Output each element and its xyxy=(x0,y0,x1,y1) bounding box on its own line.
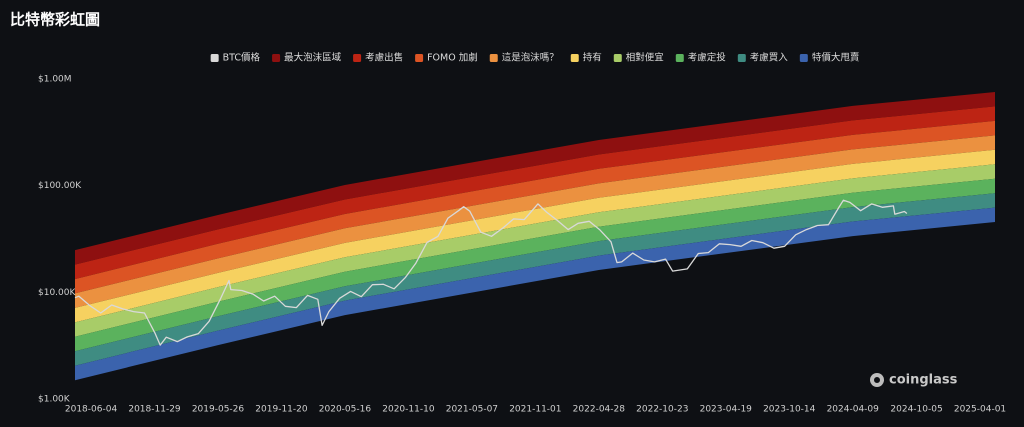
legend-label: 持有 xyxy=(583,52,602,64)
legend-item: 持有 xyxy=(570,52,602,64)
legend-swatch xyxy=(613,54,622,62)
x-tick-label: 2018-06-04 xyxy=(65,405,118,415)
x-tick-label: 2025-04-01 xyxy=(954,405,1006,415)
legend-swatch xyxy=(353,54,362,62)
legend-label: 考慮定投 xyxy=(688,52,727,64)
x-tick-label: 2022-10-23 xyxy=(636,405,688,415)
rainbow-band xyxy=(75,193,995,366)
legend-item: 相對便宜 xyxy=(613,52,664,64)
x-tick-label: 2019-11-20 xyxy=(255,405,308,415)
x-tick-label: 2023-10-14 xyxy=(763,405,816,415)
y-tick-label: $1.00M xyxy=(38,75,72,85)
rainbow-band xyxy=(75,178,995,352)
x-tick-label: 2021-11-01 xyxy=(509,405,561,415)
x-tick-label: 2022-04-28 xyxy=(573,405,626,415)
legend-swatch xyxy=(415,54,424,62)
x-tick-label: 2021-05-07 xyxy=(446,405,498,415)
y-tick-label: $100.00K xyxy=(38,181,82,191)
legend-label: FOMO 加劇 xyxy=(427,52,478,64)
legend-label: 特價大甩賣 xyxy=(812,52,860,64)
legend-item: FOMO 加劇 xyxy=(415,52,478,64)
watermark-icon xyxy=(870,373,884,387)
legend-label: 這是泡沫嗎？ xyxy=(502,52,559,64)
rainbow-band xyxy=(75,120,995,294)
y-tick-label: $1.00K xyxy=(38,395,71,405)
legend-item: 考慮定投 xyxy=(675,52,727,64)
legend-label: 最大泡沫區域 xyxy=(284,52,342,64)
x-tick-label: 2023-04-19 xyxy=(700,405,753,415)
legend-item: 特價大甩賣 xyxy=(799,52,860,64)
legend-swatch xyxy=(675,54,684,62)
price-line xyxy=(74,199,908,346)
x-tick-label: 2024-04-09 xyxy=(827,405,880,415)
x-tick-label: 2024-10-05 xyxy=(890,405,942,415)
legend-swatch xyxy=(799,54,808,62)
legend: BTC價格 最大泡沫區域 考慮出售 FOMO 加劇 這是泡沫嗎？ 持有 相對便宜 考慮定投 考慮… xyxy=(210,52,860,64)
x-tick-label: 2020-05-16 xyxy=(319,405,372,415)
legend-label: 相對便宜 xyxy=(626,52,664,64)
x-tick-label: 2019-05-26 xyxy=(192,405,245,415)
watermark-icon-hole xyxy=(874,377,880,383)
x-tick-label: 2018-11-29 xyxy=(128,405,181,415)
x-tick-label: 2020-11-10 xyxy=(382,405,435,415)
rainbow-band xyxy=(75,207,995,381)
legend-item: 這是泡沫嗎？ xyxy=(489,52,559,64)
legend-label: 考慮出售 xyxy=(365,52,403,64)
chart-title: 比特幣彩虹圖 xyxy=(10,11,100,29)
y-tick-label: $10.00K xyxy=(38,288,76,298)
legend-swatch xyxy=(210,54,219,62)
watermark: coinglass xyxy=(889,373,958,388)
rainbow-band xyxy=(75,135,995,308)
legend-swatch xyxy=(737,54,746,62)
legend-label: BTC價格 xyxy=(223,52,261,64)
legend-item: BTC價格 xyxy=(210,52,261,64)
rainbow-band xyxy=(75,164,995,337)
rainbow-band xyxy=(75,92,995,265)
legend-item: 考慮買入 xyxy=(737,52,789,64)
legend-label: 考慮買入 xyxy=(750,52,789,64)
rainbow-band xyxy=(75,106,995,280)
legend-swatch xyxy=(489,54,498,62)
rainbow-band xyxy=(75,149,995,323)
legend-swatch xyxy=(570,54,579,62)
legend-item: 最大泡沫區域 xyxy=(272,52,342,64)
bands xyxy=(75,92,995,381)
legend-swatch xyxy=(272,54,281,62)
legend-item: 考慮出售 xyxy=(353,52,403,64)
